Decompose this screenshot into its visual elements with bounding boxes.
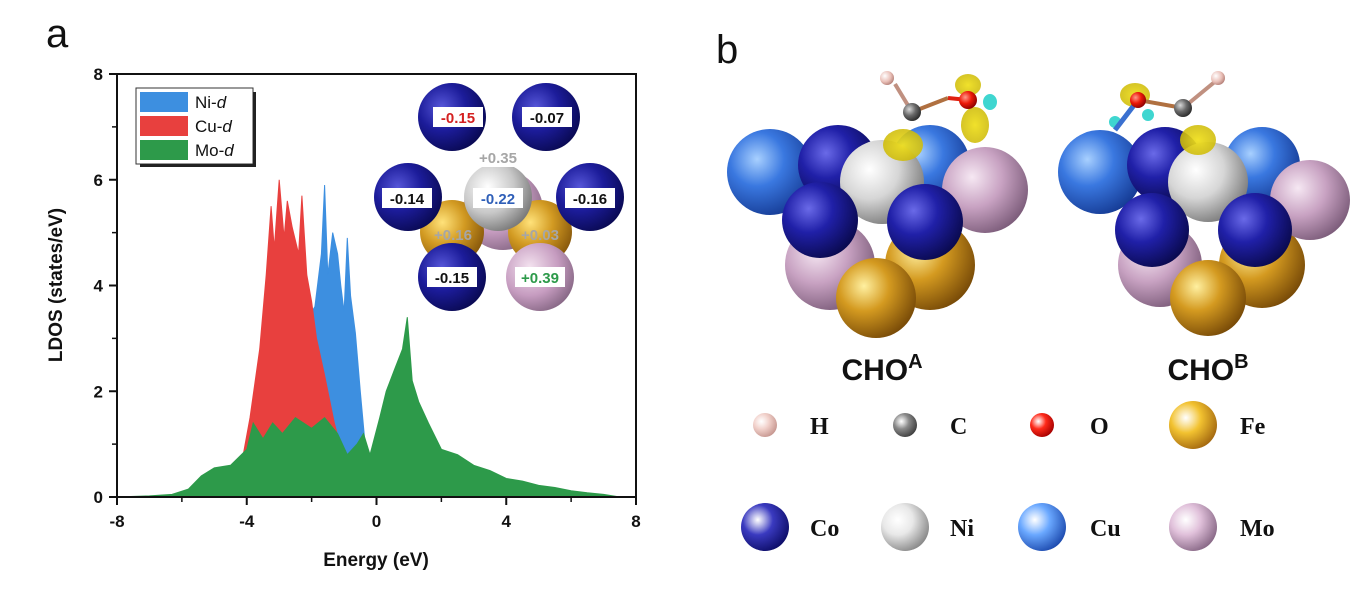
charge-label-bg xyxy=(565,188,615,208)
charge-label: -0.15 xyxy=(441,110,475,127)
x-tick-label: 8 xyxy=(631,512,640,531)
charge-label: +0.16 xyxy=(434,227,472,244)
panel-label-a: a xyxy=(46,12,69,56)
structure-label-a: CHOA xyxy=(841,351,922,387)
charge-label: +0.39 xyxy=(521,270,559,287)
element-swatch-mo xyxy=(1169,503,1217,551)
series-area-mo-d xyxy=(116,317,636,498)
charge-label: -0.07 xyxy=(530,110,564,127)
x-tick-label: 4 xyxy=(502,512,512,531)
element-swatch-o xyxy=(1030,413,1054,437)
element-swatch-c xyxy=(893,413,917,437)
charge-label-bg xyxy=(473,147,523,167)
y-tick-label: 0 xyxy=(94,488,103,507)
charge-label: -0.22 xyxy=(481,191,515,208)
charge-label: -0.15 xyxy=(435,270,469,287)
element-label-c: C xyxy=(950,414,967,440)
charge-label-bg xyxy=(382,188,432,208)
element-label-fe: Fe xyxy=(1240,414,1266,440)
element-label-ni: Ni xyxy=(950,516,974,542)
y-axis-label: LDOS (states/eV) xyxy=(46,208,67,362)
charge-label-bg xyxy=(473,188,523,208)
x-axis-label: Energy (eV) xyxy=(323,550,429,571)
charge-inset: -0.15 -0.07 +0.35 -0.14 -0.22 -0.16 +0.16 +0.03… xyxy=(374,83,624,311)
x-tick-label: 0 xyxy=(372,512,381,531)
panel-label-b: b xyxy=(716,28,739,72)
structure-label-b: CHOB xyxy=(1167,351,1248,387)
element-swatch-co xyxy=(741,503,789,551)
y-tick-label: 8 xyxy=(94,65,103,84)
structures-figure: CHOA CHOB H C O Fe Co Ni Cu Mo xyxy=(727,71,1350,551)
legend-swatch xyxy=(140,116,188,136)
ticks-layer: -8 -4 0 4 8 0 2 4 6 8 xyxy=(94,65,641,531)
element-swatch-ni xyxy=(881,503,929,551)
structure-cho-a xyxy=(727,71,1028,338)
structure-cho-b xyxy=(1058,71,1350,336)
element-label-h: H xyxy=(810,414,829,440)
element-label-cu: Cu xyxy=(1090,516,1121,542)
charge-label: +0.03 xyxy=(521,227,559,244)
legend-swatch xyxy=(140,92,188,112)
element-label-o: O xyxy=(1090,414,1109,440)
ldos-chart: -8 -4 0 4 8 0 2 4 6 8 Energy (eV) LDOS (states/eV… xyxy=(46,65,641,571)
charge-label: +0.35 xyxy=(479,150,517,167)
legend-swatch xyxy=(140,140,188,160)
legend-label-cu-d: Cu-d xyxy=(195,117,232,136)
charge-label: -0.14 xyxy=(390,191,425,208)
charge-label-bg xyxy=(427,267,477,287)
x-tick-label: -4 xyxy=(239,512,255,531)
element-label-co: Co xyxy=(810,516,839,542)
series-layer xyxy=(116,179,636,498)
legend-label-mo-d: Mo-d xyxy=(195,141,234,160)
charge-label: -0.16 xyxy=(573,191,607,208)
element-swatch-fe xyxy=(1169,401,1217,449)
charge-label-bg xyxy=(433,107,483,127)
element-label-mo: Mo xyxy=(1240,516,1275,542)
y-tick-label: 4 xyxy=(94,277,104,296)
legend: Ni-d Cu-d Mo-d xyxy=(135,87,256,167)
charge-label-bg xyxy=(522,107,572,127)
legend-label-ni-d: Ni-d xyxy=(195,93,227,112)
y-tick-label: 2 xyxy=(94,382,103,401)
element-swatch-h xyxy=(753,413,777,437)
y-tick-label: 6 xyxy=(94,171,103,190)
x-tick-label: -8 xyxy=(109,512,124,531)
element-swatch-cu xyxy=(1018,503,1066,551)
charge-label-bg xyxy=(515,267,565,287)
